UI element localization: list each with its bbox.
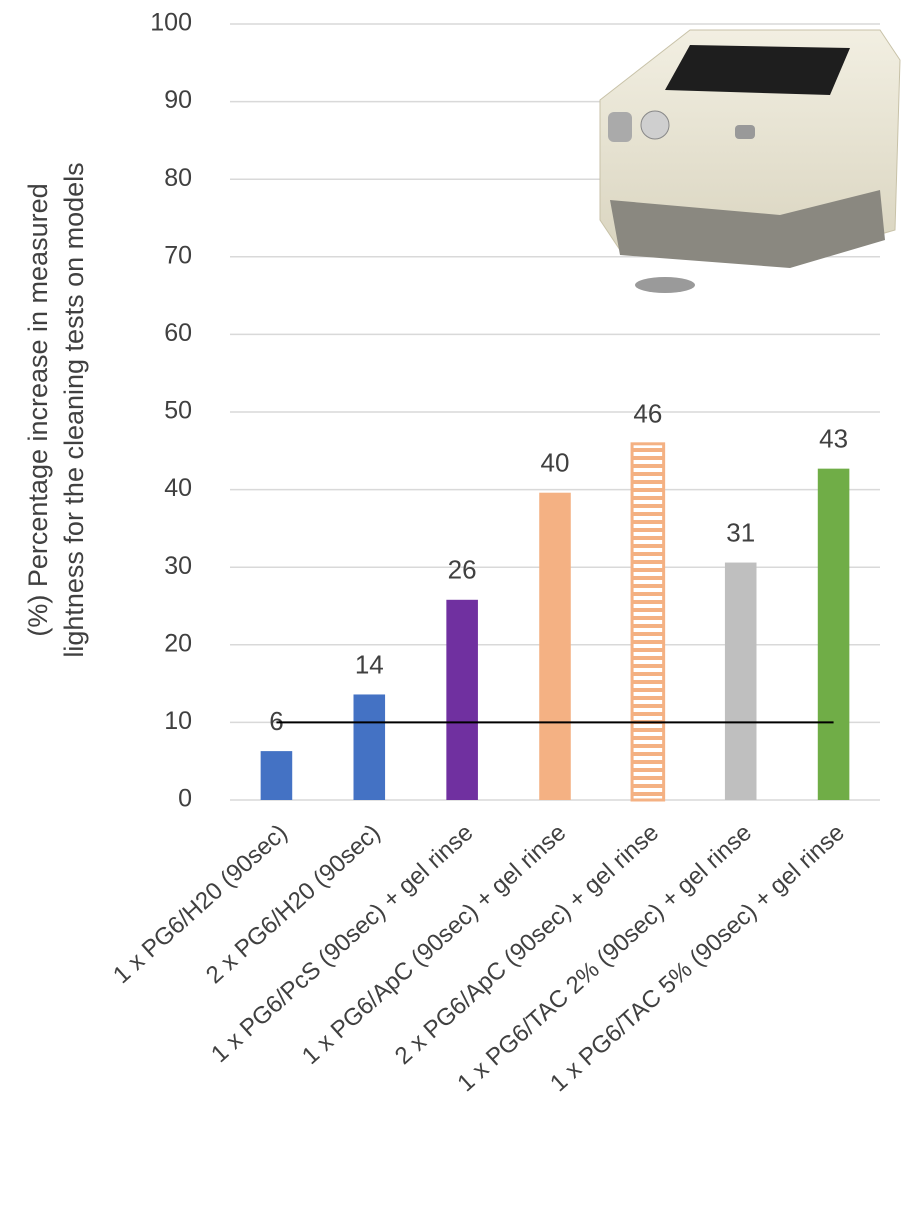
y-tick-label: 50 — [164, 397, 192, 425]
bar — [630, 442, 666, 802]
y-tick-label: 70 — [164, 241, 192, 269]
value-label: 26 — [448, 555, 477, 585]
bar — [539, 492, 571, 800]
x-tick-label: 2 x PG6/H20 (90sec) — [201, 819, 386, 989]
bar — [260, 751, 293, 800]
bar — [446, 599, 478, 800]
y-tick-label: 80 — [164, 164, 192, 192]
y-tick-label: 60 — [164, 319, 192, 347]
bar — [724, 562, 757, 800]
bar — [353, 694, 386, 800]
value-label: 43 — [819, 424, 848, 454]
device-image — [599, 29, 901, 293]
y-tick-label: 10 — [164, 707, 192, 735]
y-tick-label: 100 — [150, 9, 192, 37]
y-tick-label: 30 — [164, 552, 192, 580]
y-tick-label: 90 — [164, 86, 192, 114]
value-label: 6 — [269, 706, 283, 736]
bar — [817, 468, 850, 800]
value-label: 40 — [541, 448, 570, 478]
x-tick-label: 1 x PG6/H20 (90sec) — [108, 819, 293, 989]
y-tick-label: 0 — [178, 785, 192, 813]
y-tick-label: 20 — [164, 629, 192, 657]
y-axis-label: lightness for the cleaning tests on mode… — [59, 162, 89, 657]
y-tick-label: 40 — [164, 474, 192, 502]
y-axis-label: (%) Percentage increase in measured — [23, 183, 53, 636]
value-label: 46 — [633, 399, 662, 429]
value-label: 31 — [726, 517, 755, 547]
value-label: 14 — [355, 649, 384, 679]
